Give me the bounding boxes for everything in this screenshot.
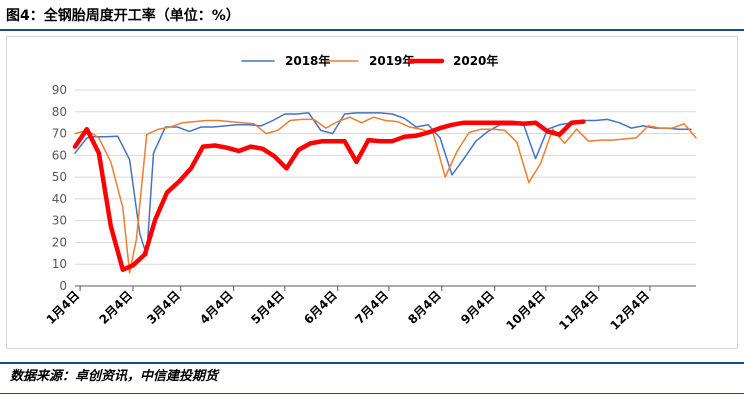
page-title: 图4：全钢胎周度开工率（单位：%） xyxy=(6,8,240,24)
x-tick-label: 5月4日 xyxy=(248,288,287,327)
bottom-divider xyxy=(0,393,744,394)
source-divider xyxy=(0,362,744,364)
y-tick-label: 40 xyxy=(52,192,67,206)
legend-label: 2019年 xyxy=(369,53,414,68)
series-line-2020年 xyxy=(72,119,586,272)
x-tick-label: 12月4日 xyxy=(607,288,652,333)
x-tick-label: 7月4日 xyxy=(352,288,391,327)
x-tick-label: 2月4日 xyxy=(96,288,135,327)
x-tick-label: 10月4日 xyxy=(503,288,548,333)
y-tick-label: 0 xyxy=(59,279,67,293)
x-tick-label: 8月4日 xyxy=(405,288,444,327)
chart-frame xyxy=(6,36,738,349)
x-tick-label: 9月4日 xyxy=(458,288,497,327)
x-tick-label: 3月4日 xyxy=(144,288,183,327)
y-tick-label: 20 xyxy=(52,235,67,249)
y-tick-label: 80 xyxy=(52,105,67,119)
y-tick-label: 10 xyxy=(52,257,67,271)
legend-label: 2020年 xyxy=(453,53,498,68)
x-tick-label: 1月4日 xyxy=(44,288,83,327)
x-tick-label: 6月4日 xyxy=(301,288,340,327)
x-tick-label: 11月4日 xyxy=(556,288,601,333)
data-source: 数据来源：卓创资讯，中信建投期货 xyxy=(10,369,219,384)
title-divider xyxy=(0,29,744,31)
y-tick-label: 50 xyxy=(52,170,67,184)
y-tick-label: 30 xyxy=(52,214,67,228)
series-line-2018年 xyxy=(74,112,692,257)
y-tick-label: 70 xyxy=(52,127,67,141)
x-tick-label: 4月4日 xyxy=(197,288,236,327)
y-tick-label: 90 xyxy=(52,83,67,97)
legend-label: 2018年 xyxy=(285,53,330,68)
y-tick-label: 60 xyxy=(52,148,67,162)
series-line-2019年 xyxy=(74,116,697,274)
